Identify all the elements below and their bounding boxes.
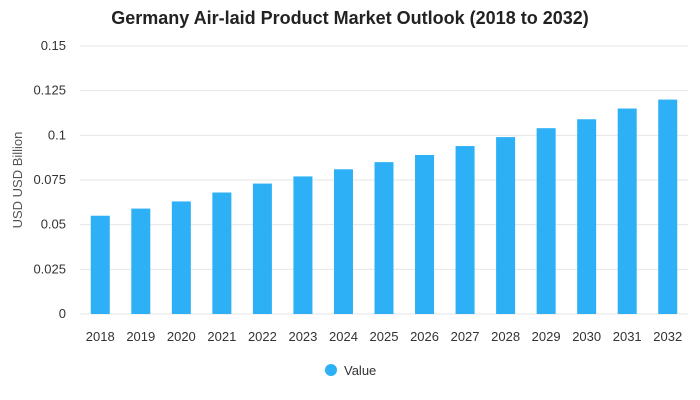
x-tick-label: 2032 bbox=[653, 329, 682, 344]
y-axis-ticks: 0 0.025 0.05 0.075 0.1 0.125 0.15 bbox=[33, 38, 66, 321]
bar bbox=[577, 119, 597, 315]
x-tick-label: 2024 bbox=[329, 329, 358, 344]
bar bbox=[293, 176, 313, 314]
legend: Value bbox=[325, 363, 376, 378]
bar bbox=[455, 146, 475, 314]
bar bbox=[374, 162, 394, 314]
x-tick-label: 2031 bbox=[613, 329, 642, 344]
x-tick-label: 2029 bbox=[532, 329, 561, 344]
x-tick-label: 2021 bbox=[207, 329, 236, 344]
x-tick-label: 2026 bbox=[410, 329, 439, 344]
bar bbox=[617, 108, 637, 315]
x-tick-label: 2018 bbox=[86, 329, 115, 344]
bar bbox=[171, 201, 191, 314]
y-tick-label: 0.1 bbox=[48, 127, 66, 142]
x-tick-label: 2027 bbox=[451, 329, 480, 344]
bar bbox=[496, 137, 516, 314]
bars bbox=[90, 99, 678, 315]
y-tick-label: 0.05 bbox=[41, 217, 66, 232]
y-tick-label: 0 bbox=[59, 306, 66, 321]
x-tick-label: 2028 bbox=[491, 329, 520, 344]
bar bbox=[131, 208, 151, 314]
y-axis-label: USD USD Billion bbox=[10, 132, 25, 229]
y-tick-label: 0.125 bbox=[33, 83, 66, 98]
legend-label: Value bbox=[344, 363, 376, 378]
x-axis-ticks: 2018 2019 2020 2021 2022 2023 2024 2025 2026 2027… bbox=[86, 329, 682, 344]
bar bbox=[658, 99, 678, 314]
bar bbox=[415, 154, 435, 314]
bar bbox=[212, 192, 232, 314]
legend-marker bbox=[325, 364, 337, 376]
y-tick-label: 0.025 bbox=[33, 261, 66, 276]
x-tick-label: 2025 bbox=[370, 329, 399, 344]
bar bbox=[252, 183, 272, 314]
x-tick-label: 2023 bbox=[288, 329, 317, 344]
bar bbox=[536, 128, 556, 314]
chart-title: Germany Air-laid Product Market Outlook … bbox=[111, 8, 589, 28]
y-tick-label: 0.075 bbox=[33, 172, 66, 187]
x-tick-label: 2019 bbox=[126, 329, 155, 344]
x-tick-label: 2022 bbox=[248, 329, 277, 344]
bar bbox=[90, 215, 110, 314]
bar bbox=[333, 169, 353, 314]
x-tick-label: 2020 bbox=[167, 329, 196, 344]
x-tick-label: 2030 bbox=[572, 329, 601, 344]
y-tick-label: 0.15 bbox=[41, 38, 66, 53]
